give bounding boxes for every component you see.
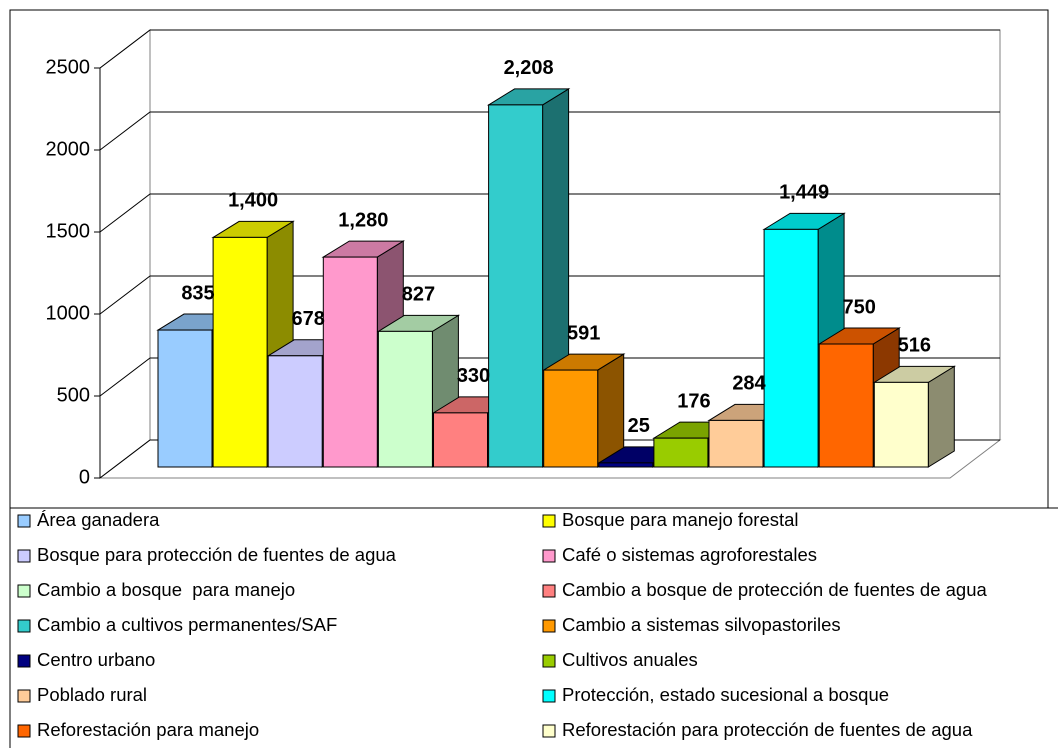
bar	[322, 256, 378, 468]
legend-label: Cambio a sistemas silvopastoriles	[562, 614, 841, 635]
legend-swatch	[17, 584, 31, 598]
bar	[763, 228, 819, 468]
bar	[157, 329, 213, 468]
legend-swatch	[542, 724, 556, 738]
legend-swatch	[17, 654, 31, 668]
bar	[598, 462, 654, 468]
data-label: 1,280	[338, 209, 388, 231]
data-label: 835	[181, 282, 214, 304]
legend-label: Cambio a bosque de protección de fuentes…	[562, 579, 987, 600]
y-tick-label: 1500	[46, 220, 91, 242]
bar	[377, 330, 433, 468]
data-label: 516	[898, 335, 931, 357]
legend-swatch	[542, 654, 556, 668]
bar	[488, 104, 544, 468]
legend-label: Café o sistemas agroforestales	[562, 544, 817, 565]
legend-label: Reforestación para protección de fuentes…	[562, 719, 973, 740]
legend-swatch	[17, 689, 31, 703]
legend-swatch	[542, 689, 556, 703]
data-label: 25	[628, 415, 650, 437]
legend-swatch	[17, 619, 31, 633]
data-label: 1,449	[779, 182, 829, 204]
legend-swatch	[542, 584, 556, 598]
data-label: 591	[567, 322, 600, 344]
bar	[212, 236, 268, 468]
grid-line	[99, 357, 1000, 397]
grid-line	[99, 193, 1000, 233]
data-label: 1,400	[228, 190, 278, 212]
legend-swatch	[542, 619, 556, 633]
legend-swatch	[542, 514, 556, 528]
legend-label: Cultivos anuales	[562, 649, 698, 670]
data-label: 827	[402, 284, 435, 306]
grid-line	[99, 29, 1000, 69]
y-tick-label: 1000	[46, 302, 91, 324]
legend-swatch	[542, 549, 556, 563]
y-tick-label: 2000	[46, 138, 91, 160]
bar	[267, 355, 323, 468]
bar	[818, 343, 874, 468]
legend: Área ganadera Bosque para manejo forestal…	[17, 509, 987, 740]
legend-swatch	[17, 724, 31, 738]
legend-swatch	[17, 514, 31, 528]
legend-label: Cambio a cultivos permanentes/SAF	[37, 614, 337, 635]
data-label: 330	[457, 365, 490, 387]
data-label: 678	[292, 308, 325, 330]
legend-swatch	[17, 549, 31, 563]
bar	[543, 369, 599, 468]
y-tick-label: 2500	[46, 56, 91, 78]
bar	[433, 412, 488, 468]
side-wall	[99, 28, 151, 480]
legend-label: Área ganadera	[37, 509, 160, 530]
data-label: 750	[843, 296, 876, 318]
legend-label: Bosque para protección de fuentes de agu…	[37, 544, 397, 565]
y-tick-label: 0	[79, 466, 90, 488]
bar-side	[927, 365, 955, 468]
legend-label: Poblado rural	[37, 684, 147, 705]
bar	[873, 381, 929, 468]
bar	[653, 437, 709, 468]
legend-label: Reforestación para manejo	[37, 719, 259, 740]
legend-label: Bosque para manejo forestal	[562, 509, 799, 530]
data-label: 284	[732, 373, 766, 395]
bar	[708, 419, 764, 468]
legend-label: Centro urbano	[37, 649, 155, 670]
grid-line	[99, 275, 1000, 315]
legend-label: Protección, estado sucesional a bosque	[562, 684, 889, 705]
data-label: 176	[677, 390, 710, 412]
grid-line	[99, 111, 1000, 151]
y-tick-label: 500	[57, 384, 90, 406]
data-label: 2,208	[504, 57, 554, 79]
legend-label: Cambio a bosque para manejo	[37, 579, 295, 600]
